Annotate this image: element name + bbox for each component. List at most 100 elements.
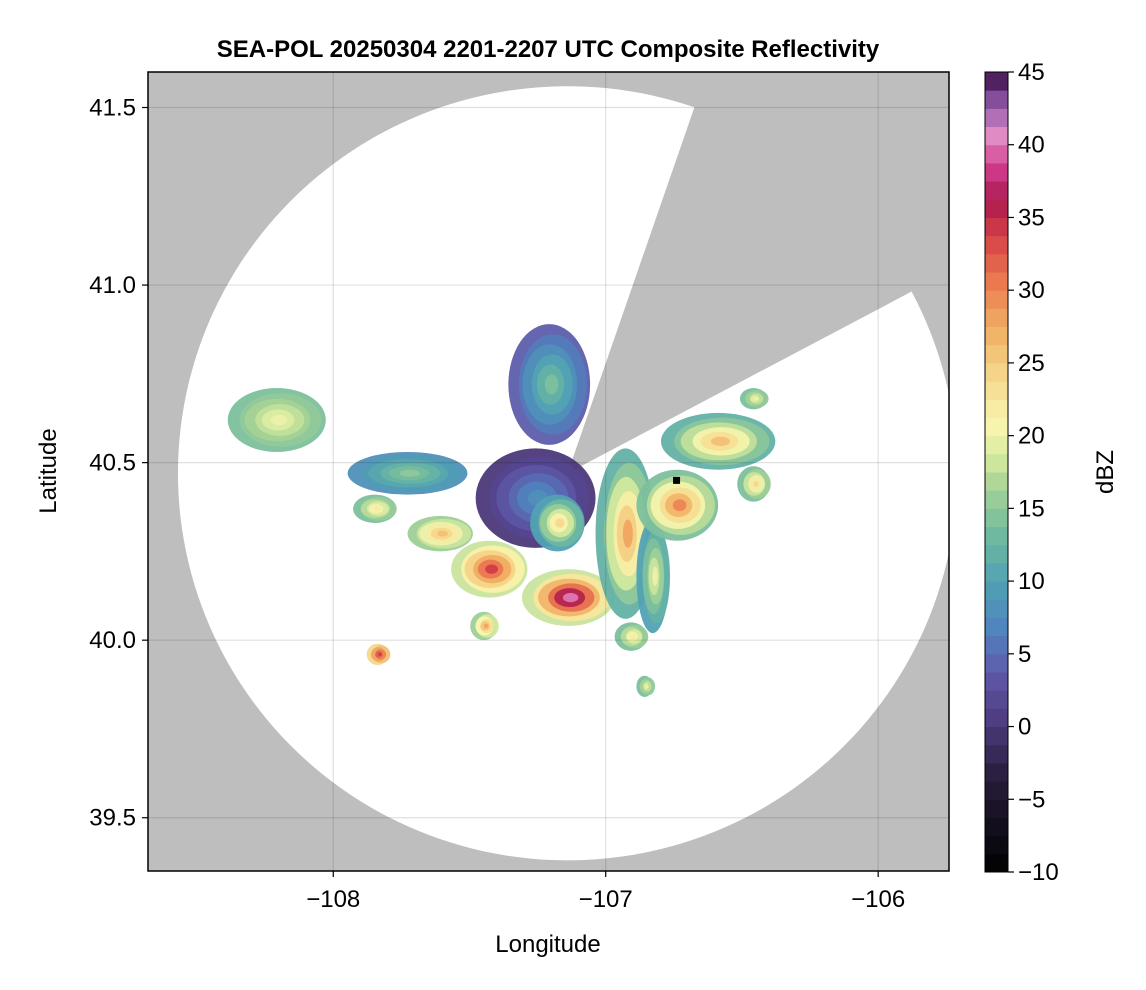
echo-layer [622,519,633,548]
colorbar-tick-label: 0 [1018,714,1031,741]
y-tick-label: 39.5 [89,805,136,832]
colorbar-segment [985,599,1008,618]
colorbar-segment [985,72,1008,91]
y-tick-label: 40.0 [89,627,136,654]
echo-layer [753,396,759,401]
colorbar-segment [985,635,1008,655]
echo-layer [753,480,759,487]
colorbar-segment [985,344,1008,364]
echo-layer [555,518,565,528]
echo-layer [399,469,420,477]
echo-north-band [508,324,591,445]
chart-title: SEA-POL 20250304 2201-2207 UTC Composite… [217,36,880,63]
colorbar-tick-label: 5 [1018,641,1031,668]
echo-south-small-2 [614,622,649,651]
colorbar-segment [985,399,1008,418]
echo-layer [483,623,489,629]
colorbar-segment [985,162,1008,182]
x-tick-label: −107 [579,886,633,913]
reflectivity-echoes [227,324,776,697]
y-tick-label: 41.5 [89,95,136,122]
echo-far-east-cell [737,466,771,502]
colorbar-segment [985,290,1008,309]
echo-south-strong-cell [521,569,615,626]
colorbar-segment [985,126,1008,146]
echo-northeast-cells [660,412,776,470]
colorbar-segment [985,726,1008,746]
colorbar-segment [985,381,1008,400]
colorbar-segment [985,144,1008,164]
colorbar-segment [985,235,1008,255]
colorbar-segment [985,853,1008,873]
echo-layer [652,566,658,586]
echo-west-cell-orange [407,515,473,552]
echo-east-cluster [636,469,719,541]
x-tick-label: −108 [306,886,360,913]
echo-west-line-upper [347,451,468,495]
colorbar-tick-label: 40 [1018,132,1045,159]
x-axis-label: Longitude [495,931,600,958]
colorbar-label: dBZ [1092,450,1119,494]
colorbar-segment [985,544,1008,564]
colorbar-segment [985,181,1008,200]
colorbar-segment [985,781,1008,800]
echo-south-small-3 [636,675,656,697]
colorbar-tick-label: 30 [1018,277,1045,304]
echo-southwest-dot [366,643,391,666]
echo-layer [437,530,449,537]
echo-east-line-2 [636,519,671,634]
colorbar-segment [985,417,1008,437]
colorbar-segment [985,508,1008,528]
x-tick-label: −106 [851,886,905,913]
colorbar-segment [985,708,1008,728]
colorbar-frame [984,71,1009,873]
echo-layer [270,414,288,426]
colorbar-segment [985,308,1008,328]
colorbar-segment [985,762,1008,782]
colorbar-segment [985,799,1008,818]
colorbar-segment [985,526,1008,546]
x-axis: −108 −107 −106 [306,871,905,913]
echo-layer [710,436,731,447]
echo-south-small-1 [470,611,499,641]
colorbar-segment [985,562,1008,582]
colorbar-tick-label: 20 [1018,423,1045,450]
echo-layer [378,652,382,657]
colorbar-segment [985,835,1008,855]
echo-layer [630,634,637,639]
colorbar-tick-label: −10 [1018,859,1059,886]
colorbar-tick-label: 15 [1018,495,1045,522]
y-axis: 39.5 40.0 40.5 41.0 41.5 [89,95,148,832]
echo-layer [645,684,649,689]
echo-layer [544,374,559,395]
colorbar-segment [985,817,1008,837]
echo-far-northeast-dots [739,388,769,410]
colorbar-segment [985,581,1008,600]
colorbar-tick-label: 25 [1018,350,1045,377]
colorbar-segment [985,90,1008,109]
echo-core-embedded-warm [530,494,585,552]
colorbar-segment [985,362,1008,382]
colorbar-tick-label: 35 [1018,204,1045,231]
colorbar-ticks: −10 −5 0 5 10 15 20 25 30 35 40 45 [1008,59,1059,886]
plot-frame [147,71,950,872]
colorbar-segment [985,653,1008,673]
plot-area [147,71,950,872]
colorbar-segment [985,326,1008,346]
y-tick-label: 40.5 [89,450,136,477]
colorbar-segments [985,72,1008,873]
colorbar-segment [985,690,1008,709]
colorbar-segment [985,199,1008,218]
station-marker [673,476,681,484]
colorbar-segment [985,472,1008,491]
echo-west-cell-small [353,494,397,523]
colorbar-segment [985,253,1008,273]
colorbar: −10 −5 0 5 10 15 20 25 30 35 40 45 dBZ [984,59,1119,886]
echo-southwest-strong-cell [451,540,528,598]
echo-layer [485,564,498,574]
colorbar-tick-label: 45 [1018,59,1045,86]
colorbar-tick-label: −5 [1018,786,1045,813]
colorbar-segment [985,435,1008,455]
colorbar-tick-label: 10 [1018,568,1045,595]
